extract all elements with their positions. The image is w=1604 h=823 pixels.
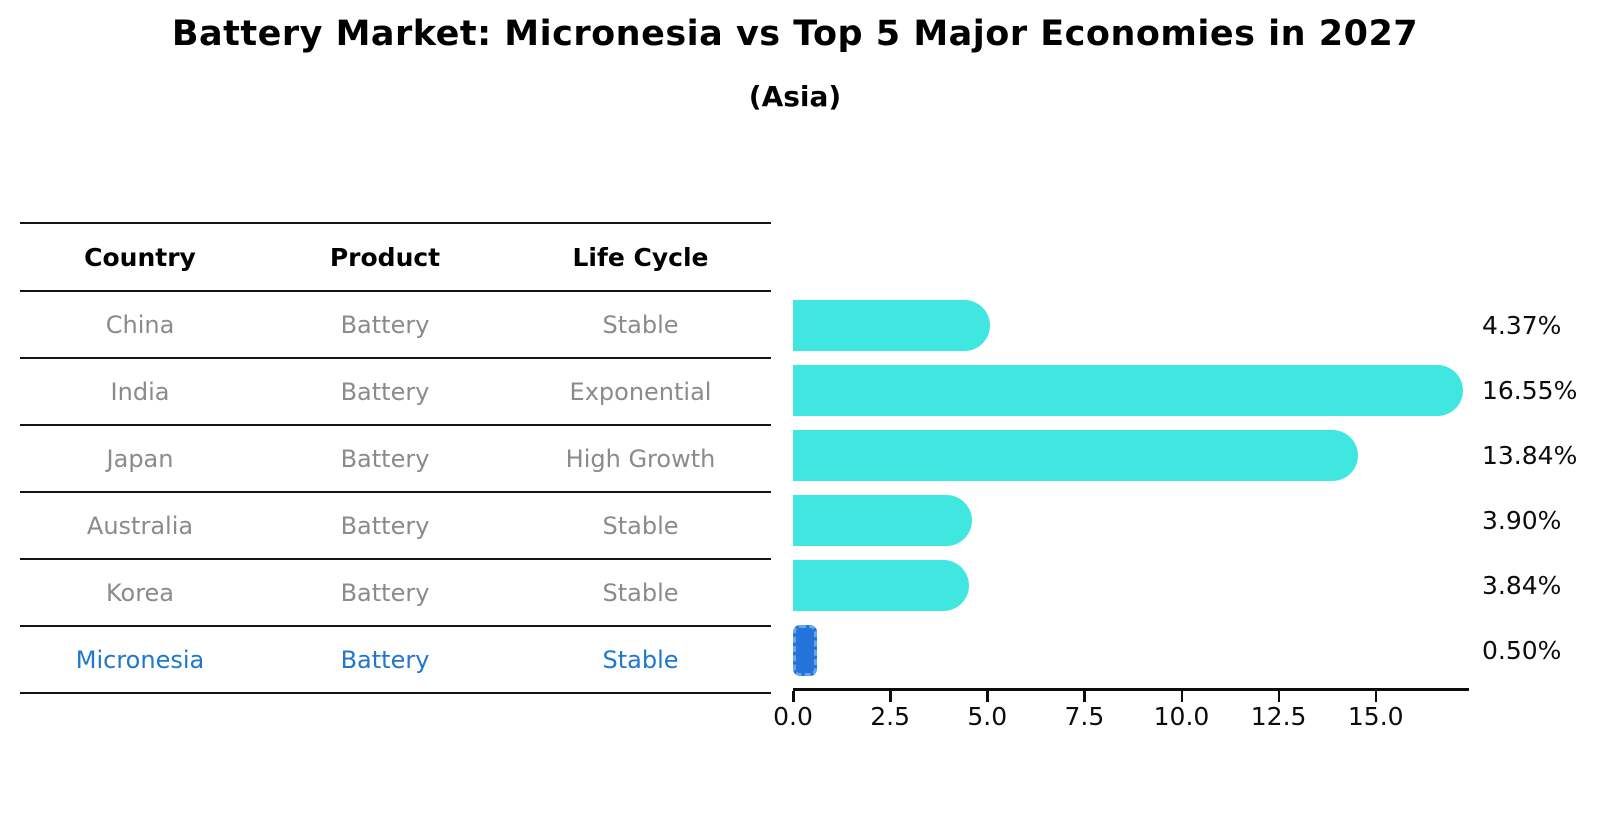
product-cell: Battery <box>340 578 430 607</box>
table-row-china: China Battery Stable <box>20 292 771 359</box>
life-cycle-cell: Stable <box>602 511 679 540</box>
x-tick-label: 15.0 <box>1347 702 1404 731</box>
table-row-australia: Australia Battery Stable <box>20 493 771 560</box>
life-cycle-cell: Stable <box>602 645 679 674</box>
life-cycle-cell: High Growth <box>565 444 716 473</box>
country-table: Country Product Life Cycle China Battery S… <box>20 222 771 694</box>
value-label-india: 16.55% <box>1482 376 1578 405</box>
value-label-korea: 3.84% <box>1482 571 1562 600</box>
value-label-china: 4.37% <box>1482 311 1562 340</box>
column-header-life-cycle: Life Cycle <box>572 242 709 272</box>
x-tick-mark <box>1180 691 1183 702</box>
chart-subtitle: (Asia) <box>748 80 842 113</box>
country-cell: Korea <box>105 578 175 607</box>
value-label-micronesia: 0.50% <box>1482 636 1562 665</box>
life-cycle-cell: Exponential <box>569 377 712 406</box>
column-header-product: Product <box>329 242 441 272</box>
x-tick-mark <box>889 691 892 702</box>
table-row-india: India Battery Exponential <box>20 359 771 426</box>
life-cycle-cell: Stable <box>602 310 679 339</box>
life-cycle-cell: Stable <box>602 578 679 607</box>
bar-japan <box>793 430 1358 481</box>
product-cell: Battery <box>340 645 430 674</box>
product-cell: Battery <box>340 310 430 339</box>
bar-india <box>793 365 1463 416</box>
value-label-australia: 3.90% <box>1482 506 1562 535</box>
x-tick-mark <box>986 691 989 702</box>
country-cell: Micronesia <box>75 645 205 674</box>
x-tick-mark <box>1277 691 1281 702</box>
x-tick-label: 12.5 <box>1250 702 1307 731</box>
product-cell: Battery <box>340 511 430 540</box>
table-row-micronesia: Micronesia Battery Stable <box>20 627 771 694</box>
x-tick-label: 2.5 <box>870 702 910 731</box>
bar-china <box>793 300 990 351</box>
column-header-country: Country <box>84 242 196 272</box>
value-label-japan: 13.84% <box>1482 441 1578 470</box>
bar-australia <box>793 495 972 546</box>
country-cell: India <box>110 377 170 406</box>
x-tick-label: 5.0 <box>967 702 1008 731</box>
country-cell: Japan <box>106 444 174 473</box>
table-body: China Battery Stable India Battery Exponentia… <box>20 292 771 694</box>
table-row-korea: Korea Battery Stable <box>20 560 771 627</box>
x-tick-mark <box>1374 691 1378 702</box>
table-header-row: Country Product Life Cycle <box>20 224 771 292</box>
bar-micronesia <box>793 625 817 676</box>
x-tick-mark <box>792 691 795 702</box>
product-cell: Battery <box>340 444 430 473</box>
chart-title: Battery Market: Micronesia vs Top 5 Majo… <box>171 14 1419 54</box>
x-tick-mark <box>1083 691 1086 702</box>
table-row-japan: Japan Battery High Growth <box>20 426 771 493</box>
product-cell: Battery <box>340 377 430 406</box>
x-tick-label: 10.0 <box>1153 702 1210 731</box>
bar-korea <box>793 560 969 611</box>
country-cell: Australia <box>86 511 194 540</box>
x-tick-label: 0.0 <box>773 702 813 731</box>
x-axis-line <box>793 688 1469 691</box>
country-cell: China <box>105 310 175 339</box>
x-tick-label: 7.5 <box>1064 702 1105 731</box>
